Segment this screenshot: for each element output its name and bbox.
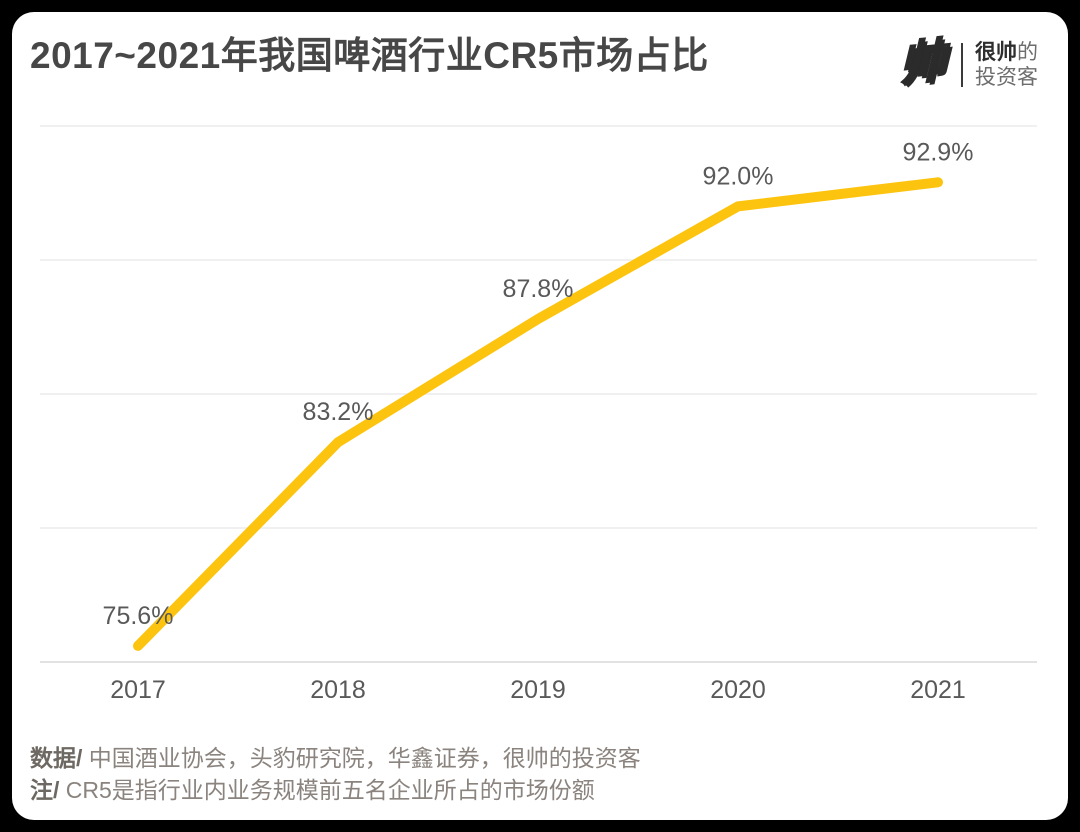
- chart-title: 2017~2021年我国啤酒行业CR5市场占比: [30, 35, 709, 76]
- data-source-text: 中国酒业协会，头豹研究院，华鑫证券，很帅的投资客: [82, 745, 641, 771]
- x-axis-label: 2021: [910, 676, 966, 704]
- x-axis-label: 2020: [710, 676, 766, 704]
- brand-name-line1-bold: 很帅: [975, 41, 1017, 64]
- brand-name-line1-rest: 的: [1017, 41, 1038, 64]
- infographic-card: 2017~2021年我国啤酒行业CR5市场占比 帅 很帅的 投资客 75.6% 8…: [12, 12, 1068, 820]
- data-label: 87.8%: [503, 275, 574, 303]
- logo-divider: [961, 43, 963, 87]
- data-source-line: 数据/ 中国酒业协会，头豹研究院，华鑫证券，很帅的投资客: [30, 742, 1050, 774]
- brand-name-line2: 投资客: [975, 66, 1038, 89]
- chart-area: 75.6% 83.2% 87.8% 92.0% 92.9% 2017 2018 2019 202…: [40, 120, 1040, 712]
- brand-logo: 帅 很帅的 投资客: [897, 33, 1038, 94]
- data-source-label: 数据/: [30, 745, 83, 771]
- data-label: 92.9%: [903, 138, 974, 166]
- brand-name: 很帅的 投资客: [975, 40, 1038, 90]
- data-label: 75.6%: [103, 602, 174, 630]
- x-axis-label: 2019: [510, 676, 566, 704]
- x-axis-label: 2017: [110, 676, 166, 704]
- x-axis-label: 2018: [310, 676, 366, 704]
- note-line: 注/ CR5是指行业内业务规模前五名企业所占的市场份额: [30, 774, 1050, 806]
- trend-chart: 75.6% 83.2% 87.8% 92.0% 92.9% 2017 2018 2019 202…: [40, 125, 1037, 704]
- note-text: CR5是指行业内业务规模前五名企业所占的市场份额: [59, 777, 595, 803]
- data-label: 83.2%: [303, 398, 374, 426]
- footer-notes: 数据/ 中国酒业协会，头豹研究院，华鑫证券，很帅的投资客 注/ CR5是指行业内…: [30, 742, 1050, 806]
- header: 2017~2021年我国啤酒行业CR5市场占比 帅 很帅的 投资客: [30, 33, 1050, 94]
- trend-line: [133, 177, 943, 651]
- data-label: 92.0%: [703, 162, 774, 190]
- note-label: 注/: [30, 777, 60, 803]
- brand-glyph-icon: 帅: [898, 33, 946, 92]
